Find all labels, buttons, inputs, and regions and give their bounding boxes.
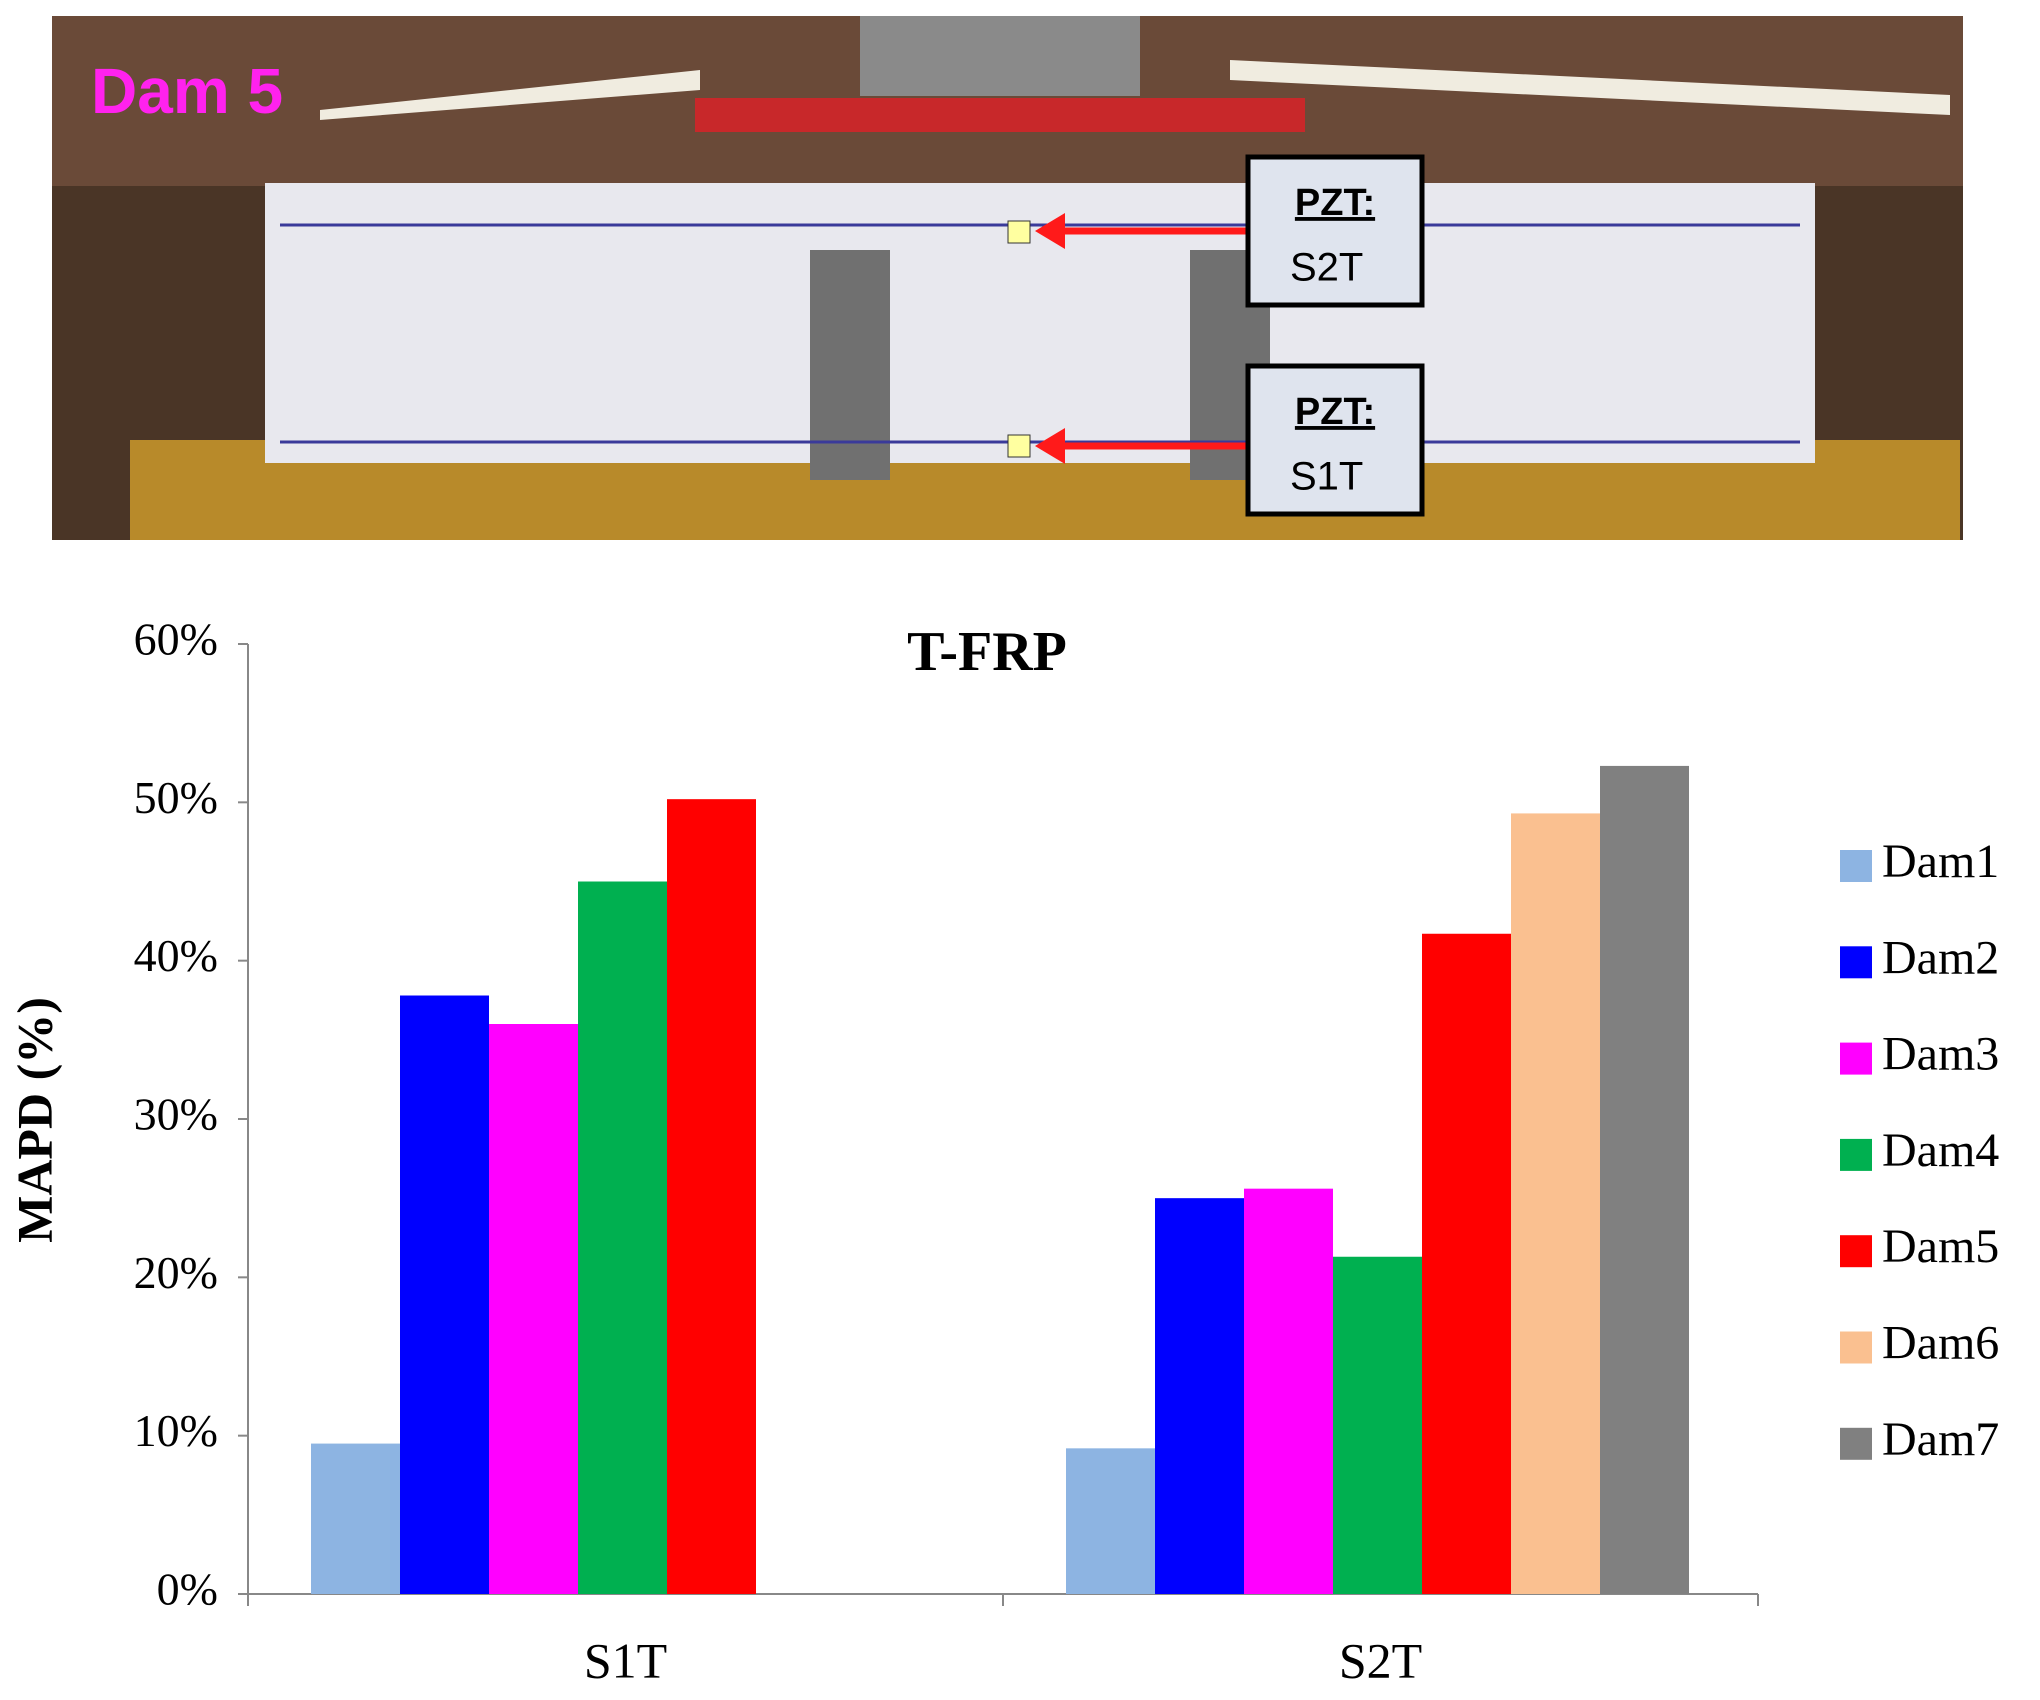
- legend-swatch: [1840, 1042, 1872, 1075]
- bar: [1511, 813, 1600, 1594]
- y-tick-label: 30%: [134, 1089, 218, 1140]
- callout-title: PZT:: [1295, 182, 1375, 224]
- bar: [1600, 765, 1689, 1594]
- legend-swatch: [1840, 850, 1872, 882]
- legend-label: Dam7: [1882, 1413, 1999, 1466]
- bar: [1066, 1448, 1155, 1594]
- y-tick-label: 40%: [134, 930, 218, 981]
- callout-sensor: S1T: [1290, 455, 1363, 499]
- bar: [578, 881, 667, 1594]
- legend-label: Dam1: [1882, 835, 1999, 888]
- photo-label: Dam 5: [91, 55, 283, 127]
- legend-label: Dam5: [1882, 1220, 1999, 1273]
- bar: [311, 1443, 400, 1594]
- bar: [1244, 1188, 1333, 1594]
- press: [860, 16, 1140, 96]
- ruler-left: [320, 70, 700, 120]
- legend-label: Dam3: [1882, 1028, 1999, 1081]
- callout-box: [1245, 154, 1425, 308]
- photo: PZT: S2T PZT: S1T Dam 5: [52, 16, 1963, 540]
- y-tick-label: 10%: [134, 1405, 218, 1456]
- arrow-head: [1035, 213, 1065, 249]
- y-tick-label: 0%: [157, 1564, 218, 1615]
- legend-label: Dam4: [1882, 1124, 1999, 1177]
- legend-swatch: [1840, 1427, 1872, 1460]
- press-plate: [695, 98, 1305, 132]
- chart-title: T-FRP: [907, 621, 1067, 683]
- bar: [400, 995, 489, 1594]
- callout-sensor: S2T: [1290, 246, 1363, 290]
- y-tick-label: 20%: [134, 1247, 218, 1298]
- x-tick-label: S2T: [1339, 1632, 1422, 1688]
- bar: [1333, 1256, 1422, 1594]
- legend-swatch: [1840, 1235, 1872, 1268]
- legend-swatch: [1840, 946, 1872, 979]
- legend-swatch: [1840, 1138, 1872, 1171]
- y-tick-label: 60%: [134, 614, 218, 665]
- pzt-sensor: [1007, 220, 1031, 244]
- callout-box: [1245, 363, 1425, 517]
- y-axis-label: MAPD (%): [6, 997, 62, 1243]
- bar: [1155, 1198, 1244, 1594]
- arrow-head: [1035, 428, 1065, 464]
- ruler-right: [1230, 60, 1950, 115]
- legend-swatch: [1840, 1331, 1872, 1364]
- legend-label: Dam6: [1882, 1317, 1999, 1370]
- callout-title: PZT:: [1295, 391, 1375, 433]
- pzt-sensor: [1007, 434, 1031, 458]
- frp-strip: [810, 250, 890, 480]
- bar: [667, 799, 756, 1594]
- bar: [1422, 933, 1511, 1594]
- bar: [489, 1024, 578, 1594]
- x-tick-label: S1T: [584, 1632, 667, 1688]
- legend-label: Dam2: [1882, 931, 1999, 984]
- y-tick-label: 50%: [134, 772, 218, 823]
